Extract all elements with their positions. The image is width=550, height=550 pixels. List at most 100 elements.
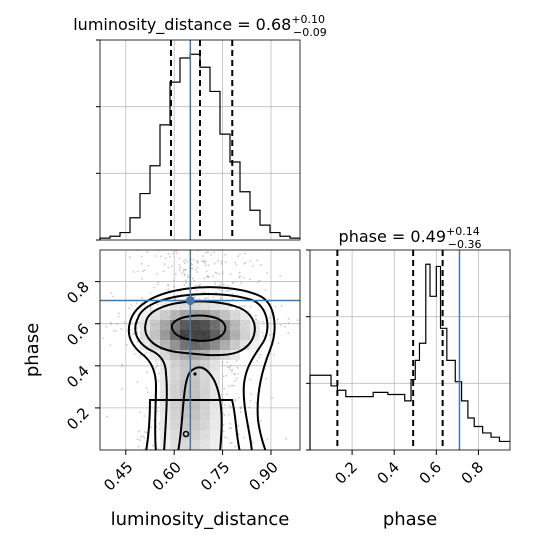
density-cell bbox=[180, 420, 190, 430]
small-island bbox=[182, 430, 190, 438]
scatter-point bbox=[146, 250, 149, 253]
scatter-point bbox=[198, 298, 201, 301]
scatter-point bbox=[230, 406, 232, 408]
scatter-point bbox=[142, 435, 145, 437]
scatter-point bbox=[229, 442, 232, 444]
scatter-point bbox=[256, 281, 259, 284]
scatter-point bbox=[141, 297, 143, 299]
scatter-point bbox=[167, 284, 170, 287]
peak-dot bbox=[193, 372, 197, 376]
scatter-point bbox=[138, 430, 140, 433]
title-phase: phase = 0.49+0.14 −0.36 bbox=[339, 225, 482, 251]
scatter-point bbox=[271, 397, 274, 399]
truth-marker bbox=[185, 296, 195, 306]
scatter-point bbox=[146, 391, 149, 393]
scatter-point bbox=[277, 342, 280, 345]
scatter-point bbox=[196, 260, 199, 262]
density-cell bbox=[220, 340, 230, 350]
scatter-point bbox=[196, 261, 199, 264]
scatter-point bbox=[173, 285, 176, 288]
density-cell bbox=[230, 320, 240, 330]
scatter-point bbox=[145, 351, 148, 354]
scatter-point bbox=[156, 362, 159, 365]
scatter-point bbox=[121, 365, 123, 368]
density-cell bbox=[150, 320, 160, 330]
scatter-point bbox=[229, 273, 232, 276]
scatter-point bbox=[215, 291, 218, 294]
scatter-point bbox=[260, 419, 262, 422]
scatter-point bbox=[287, 322, 290, 324]
scatter-point bbox=[239, 411, 242, 414]
scatter-point bbox=[112, 295, 114, 298]
scatter-point bbox=[109, 344, 112, 347]
scatter-point bbox=[152, 444, 155, 447]
scatter-point bbox=[185, 279, 188, 281]
scatter-point bbox=[174, 297, 177, 300]
scatter-point bbox=[237, 433, 240, 435]
density-cell bbox=[180, 320, 190, 330]
scatter-point bbox=[265, 377, 268, 380]
scatter-point bbox=[210, 253, 213, 256]
scatter-point bbox=[296, 319, 299, 321]
density-cell bbox=[170, 390, 180, 400]
scatter-point bbox=[132, 271, 135, 273]
scatter-point bbox=[207, 264, 210, 267]
scatter-point bbox=[227, 290, 229, 292]
scatter-point bbox=[153, 286, 155, 289]
scatter-point bbox=[206, 275, 209, 278]
title-ld-prefix: luminosity_distance = 0.68 bbox=[73, 15, 291, 35]
scatter-point bbox=[215, 272, 218, 274]
scatter-point bbox=[262, 335, 265, 337]
scatter-point bbox=[244, 261, 247, 264]
scatter-point bbox=[279, 324, 282, 327]
density-cell bbox=[190, 430, 200, 440]
scatter-point bbox=[271, 333, 274, 336]
xtick-label: 0.6 bbox=[416, 458, 446, 488]
scatter-point bbox=[279, 275, 282, 277]
scatter-point bbox=[178, 269, 181, 272]
density-cell bbox=[160, 390, 170, 400]
scatter-point bbox=[225, 374, 228, 377]
density-cell bbox=[210, 310, 220, 320]
scatter-point bbox=[231, 384, 233, 387]
ytick-label: 0.6 bbox=[63, 320, 93, 350]
density-cell bbox=[160, 340, 170, 350]
density-cell bbox=[240, 340, 250, 350]
scatter-point bbox=[213, 262, 216, 265]
quantile-lines-ld bbox=[169, 40, 234, 240]
scatter-point bbox=[256, 360, 259, 362]
scatter-point bbox=[223, 414, 226, 416]
scatter-point bbox=[284, 325, 287, 328]
density-cell bbox=[210, 320, 220, 330]
scatter-point bbox=[261, 332, 264, 334]
scatter-point bbox=[136, 438, 139, 441]
density-cell bbox=[230, 310, 240, 320]
density-cell bbox=[190, 400, 200, 410]
scatter-point bbox=[186, 274, 189, 276]
scatter-point bbox=[120, 328, 123, 331]
scatter-point bbox=[117, 312, 120, 315]
scatter-point bbox=[205, 270, 208, 273]
scatter-point bbox=[136, 340, 139, 343]
scatter-point bbox=[156, 272, 159, 275]
scatter-point bbox=[235, 308, 238, 310]
scatter-point bbox=[212, 275, 214, 277]
density-cell bbox=[160, 310, 170, 320]
scatter-point bbox=[249, 378, 252, 381]
density-cell bbox=[170, 410, 180, 420]
scatter-point bbox=[138, 411, 141, 414]
density-cell bbox=[200, 440, 210, 450]
scatter-point bbox=[180, 272, 183, 275]
density-cell bbox=[250, 340, 260, 350]
scatter-point bbox=[113, 330, 115, 332]
scatter-point bbox=[223, 387, 226, 390]
scatter-point bbox=[233, 384, 235, 387]
scatter-point bbox=[118, 315, 120, 318]
scatter-point bbox=[194, 296, 196, 298]
scatter-point bbox=[227, 413, 230, 416]
scatter-point bbox=[214, 282, 217, 285]
density-cell bbox=[220, 310, 230, 320]
ytick-label: 0.2 bbox=[63, 404, 93, 434]
density-cell bbox=[170, 350, 180, 360]
title-phase-prefix: phase = 0.49 bbox=[339, 227, 446, 246]
